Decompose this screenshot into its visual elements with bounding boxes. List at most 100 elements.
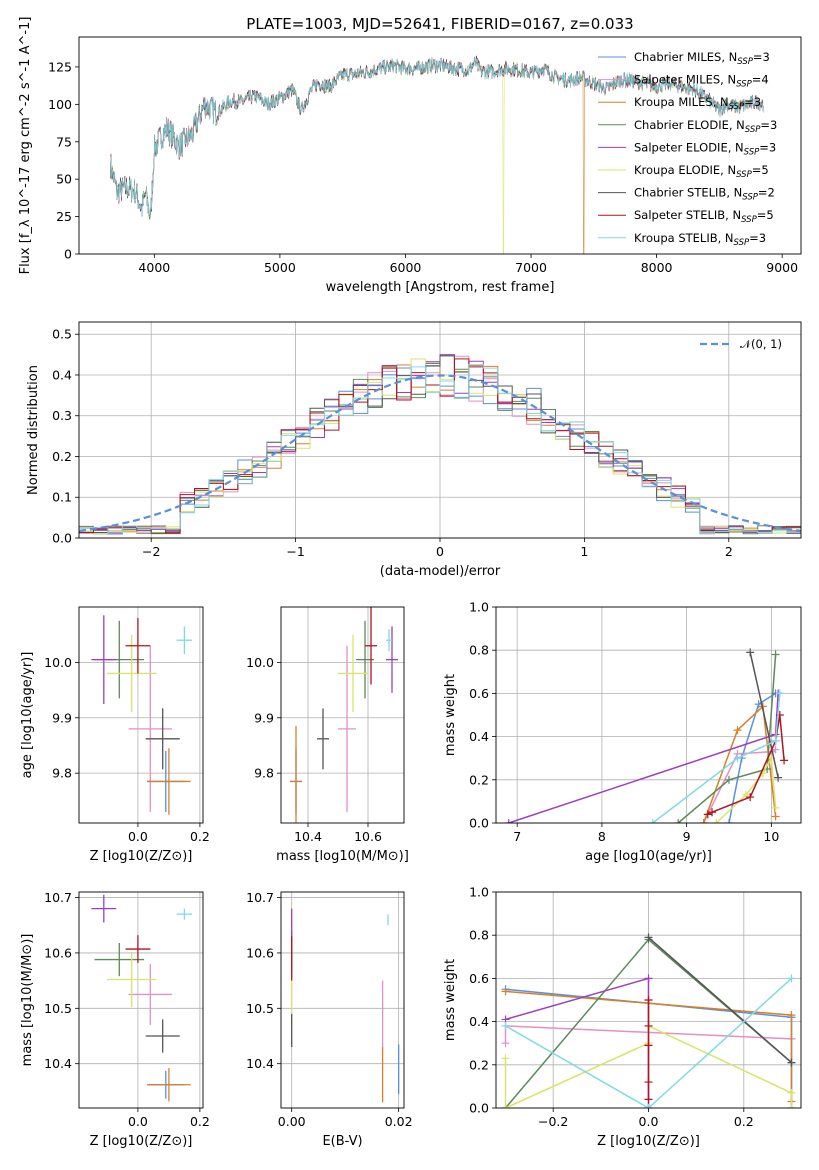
weight-line [505,977,793,1108]
data-point [386,629,392,652]
data-point [106,634,157,713]
y-axis-label: mass [log10(M/M⊙)] [20,934,35,1067]
plot-area [91,615,193,815]
weight-marker [501,1104,510,1108]
weight-marker [771,745,780,754]
legend-subscript: SSP [742,193,758,203]
data-point [338,634,368,713]
x-tick-label: 0.0 [128,829,148,844]
legend-label-text: Kroupa ELODIE, N [634,163,736,177]
weight-marker [644,1078,653,1087]
histogram-step [79,364,801,534]
x-tick-label: 1 [580,544,588,559]
chart-title: PLATE=1003, MJD=52641, FIBERID=0167, z=0… [246,15,633,33]
legend-label: Salpeter STELIB, NSSP=5 [634,208,774,225]
data-point [147,748,191,815]
data-point [386,626,398,693]
weight-marker [703,810,712,819]
legend-subscript: SSP [745,125,761,135]
legend-label: Kroupa ELODIE, NSSP=5 [634,163,769,180]
y-tick-label: 10.7 [246,890,274,905]
weight-marker [780,756,789,765]
weight-marker [644,1095,653,1104]
weight-marker [708,808,717,817]
legend-label-text: Chabrier STELIB, N [634,186,742,200]
chart-0: 4000 5000 6000 7000 8000 9000 0 25 50 75 100 125 wav… [18,17,802,295]
x-tick-label: 0.02 [385,1114,413,1129]
axes-frame [78,36,802,255]
y-axis-label: mass weight [443,674,458,756]
y-tick-label: 0.5 [52,327,72,342]
legend-label: Kroupa MILES, NSSP=3 [634,95,761,112]
weight-line [677,654,777,823]
weight-marker [787,1104,796,1108]
y-tick-label: 0.8 [469,643,489,658]
x-tick-label: 10 [763,829,779,844]
legend-label: 𝒩(0, 1) [740,337,782,351]
y-tick-label: 1.0 [469,885,489,900]
y-tick-label: 9.8 [52,766,72,781]
y-tick-label: 10.5 [44,1001,72,1016]
y-axis-label: Normed distribution [26,365,41,495]
legend-n-ssp: =5 [757,208,774,222]
legend-n-ssp: =3 [753,50,770,64]
legend-n-ssp: =3 [760,118,777,132]
x-tick-label: 4000 [138,260,170,275]
data-point [128,964,172,1025]
legend-label-text: Salpeter STELIB, N [634,208,741,222]
weight-marker [787,1088,796,1097]
legend-n-ssp: =5 [752,163,769,177]
chart-1: −2 −1 0 1 2 0.0 0.1 0.2 0.3 0.4 0.5 (data-model)/er… [26,321,802,579]
axes-frame [280,606,405,824]
weight-marker [501,1021,510,1030]
x-tick-label: 10.4 [294,829,322,844]
legend-label: Chabrier MILES, NSSP=3 [634,50,770,67]
legend-label-text: Chabrier MILES, N [634,50,737,64]
y-tick-label: 0.4 [52,367,72,382]
legend-label: Kroupa STELIB, NSSP=3 [634,231,766,248]
x-axis-label: (data-model)/error [380,564,501,579]
data-point [145,1019,180,1053]
data-point [147,1068,191,1102]
y-tick-label: 0 [64,247,72,262]
weight-marker [644,996,653,1004]
x-axis-label: wavelength [Angstrom, rest frame] [326,280,555,295]
legend-subscript: SSP [736,80,752,90]
weight-marker [504,819,513,823]
axes-frame [78,606,204,824]
weight-marker [724,775,733,784]
legend-label-text: Salpeter MILES, N [634,73,736,87]
axes-frame [78,321,802,539]
legend-subscript: SSP [741,215,757,225]
legend-n-ssp: =2 [758,186,775,200]
data-point [317,708,329,770]
legend-label-text: Kroupa STELIB, N [634,231,734,245]
x-tick-label: 0.00 [278,1114,306,1129]
x-tick-label: 2 [725,544,733,559]
y-tick-label: 9.9 [254,710,274,725]
x-tick-label: 9000 [766,260,798,275]
y-tick-label: 10.4 [246,1056,274,1071]
x-tick-label: 5000 [264,260,296,275]
weight-marker [787,1058,796,1067]
spectrum-line [110,57,764,219]
weight-marker [644,1041,653,1050]
x-tick-label: 0.2 [734,1114,754,1129]
y-tick-label: 0.8 [469,928,489,943]
legend-n-ssp: =4 [752,73,769,87]
x-tick-label: −2 [142,544,160,559]
y-tick-label: 0.6 [469,971,489,986]
x-axis-label: age [log10(age/yr)] [585,849,712,864]
legend-subscript: SSP [737,57,753,67]
y-tick-label: 10.7 [44,890,72,905]
y-tick-label: 0.3 [52,408,72,423]
data-point [290,726,302,823]
histogram-step [79,355,801,534]
weight-marker [733,726,742,735]
y-tick-label: 0.1 [52,490,72,505]
weight-marker [733,754,742,763]
data-point [106,951,157,1008]
plot-area [504,648,789,823]
weight-marker [741,790,750,799]
